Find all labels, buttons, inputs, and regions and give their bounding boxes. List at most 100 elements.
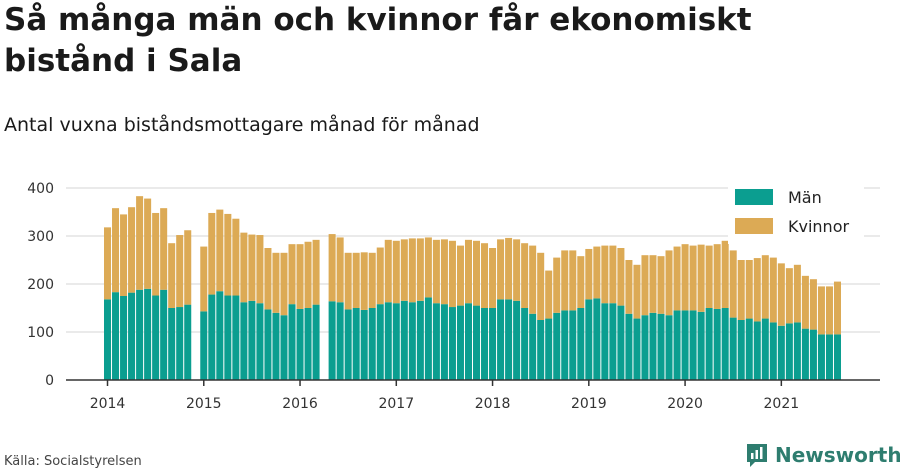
bar-women [601,245,609,304]
bar-women [160,208,168,290]
bar-men [817,334,825,380]
bar-women [272,252,280,313]
bar-women [625,260,633,314]
bar-men [697,311,705,380]
legend-swatch [735,218,773,234]
bar-men [176,307,184,380]
x-tick-label: 2019 [571,396,607,412]
bar-men [617,305,625,380]
bar-men [609,303,617,380]
bar-women [689,245,697,311]
bar-men [833,334,841,380]
bar-men [288,304,296,380]
bar-men [753,321,761,380]
bar-men [713,308,721,380]
x-tick-label: 2020 [667,396,703,412]
bar-women [721,240,729,308]
bar-women [312,239,320,305]
bar-women [809,279,817,330]
bar-women [473,240,481,306]
bar-women [360,252,368,310]
bar-men [473,305,481,380]
bar-men [553,312,561,380]
bar-men [737,320,745,380]
bar-men [521,308,529,380]
bar-men [160,289,168,380]
bar-men [376,304,384,380]
bar-women [152,212,160,296]
bar-women [352,252,360,308]
x-tick-label: 2015 [186,396,222,412]
bar-women [481,243,489,308]
bar-women [440,239,448,305]
bar-men [216,291,224,380]
bar-women [713,244,721,309]
bar-women [304,241,312,308]
bar-women [529,245,537,314]
bar-men [280,315,288,380]
bar-women [392,240,400,304]
bar-men [809,329,817,380]
bar-women [513,239,521,301]
bar-men [448,307,456,380]
bar-women [537,252,545,320]
bar-women [569,250,577,311]
bar-women [288,244,296,305]
bar-men [440,304,448,380]
bar-men [545,318,553,380]
chart-subtitle: Antal vuxna biståndsmottagare månad för … [4,114,480,136]
bar-men [481,308,489,380]
brand-logo[interactable]: Newsworthy [745,442,900,468]
bar-women [280,252,288,316]
bar-men [577,308,585,380]
bar-women [168,243,176,308]
bar-women [456,245,464,306]
bar-women [641,255,649,316]
bar-women [112,208,120,293]
bar-men [761,318,769,380]
y-tick-label: 200 [27,277,54,293]
bar-men [104,299,112,380]
bar-women [801,275,809,329]
bar-men [537,320,545,380]
bar-men [352,308,360,380]
x-tick-label: 2016 [282,396,318,412]
bar-women [336,237,344,303]
bar-women [489,248,497,308]
bar-women [128,207,136,293]
y-tick-label: 0 [45,373,54,389]
bar-men [168,308,176,380]
bar-women [769,257,777,323]
bar-men [424,297,432,380]
bar-women [737,260,745,320]
bar-men [136,289,144,380]
bars [104,196,841,380]
bar-women [216,209,224,292]
bar-men [392,303,400,380]
bar-women [384,239,392,303]
y-tick-label: 400 [27,181,54,197]
legend-swatch [735,189,773,205]
bar-men [785,323,793,380]
bar-women [553,257,561,313]
bar-women [593,246,601,299]
bar-men [144,288,152,380]
bar-men [408,302,416,380]
x-tick-label: 2018 [475,396,511,412]
bar-women [176,235,184,308]
bar-women [673,246,681,311]
bar-men [649,312,657,380]
bar-women [264,248,272,310]
bar-men [400,300,408,380]
bar-men [625,313,633,380]
bar-women [200,246,208,312]
bar-men [384,302,392,380]
bar-women [104,227,112,300]
bar-women [545,270,553,319]
bar-women [184,230,192,305]
bar-men [689,310,697,380]
bar-men [489,308,497,380]
bar-men [793,322,801,380]
bar-men [120,296,128,380]
bar-women [408,238,416,303]
